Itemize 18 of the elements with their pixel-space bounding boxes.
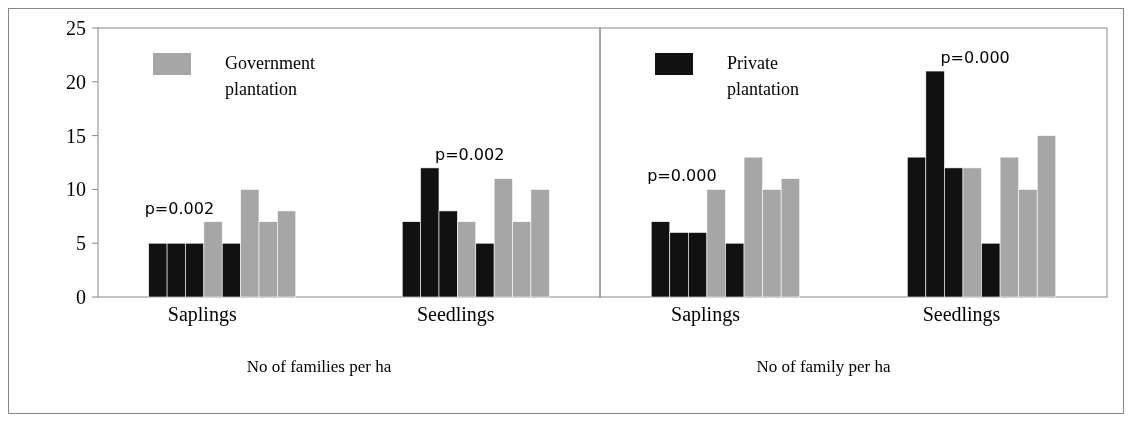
x-tick-label: Saplings	[671, 303, 741, 326]
x-tick-label: Seedlings	[922, 303, 1001, 326]
x-tick-label: Seedlings	[416, 303, 495, 326]
x-tick-label: Saplings	[167, 303, 237, 326]
annotation: p=0.000	[647, 166, 717, 186]
annotation: p=0.002	[435, 144, 505, 164]
x-axis-title: No of family per ha	[756, 357, 891, 376]
y-tick-label: 20	[66, 70, 86, 93]
y-tick-label: 0	[76, 286, 86, 308]
y-tick-label: 10	[66, 178, 86, 201]
legend-label: Private plantation	[727, 53, 799, 99]
y-tick-label: 25	[66, 17, 86, 39]
annotation: p=0.002	[144, 198, 215, 218]
y-tick-label: 5	[76, 232, 86, 255]
x-axis-title: No of families per ha	[246, 357, 392, 376]
y-tick-label: 15	[66, 124, 86, 147]
annotation: p=0.000	[940, 48, 1010, 68]
legend-label: Government plantation	[225, 53, 315, 99]
